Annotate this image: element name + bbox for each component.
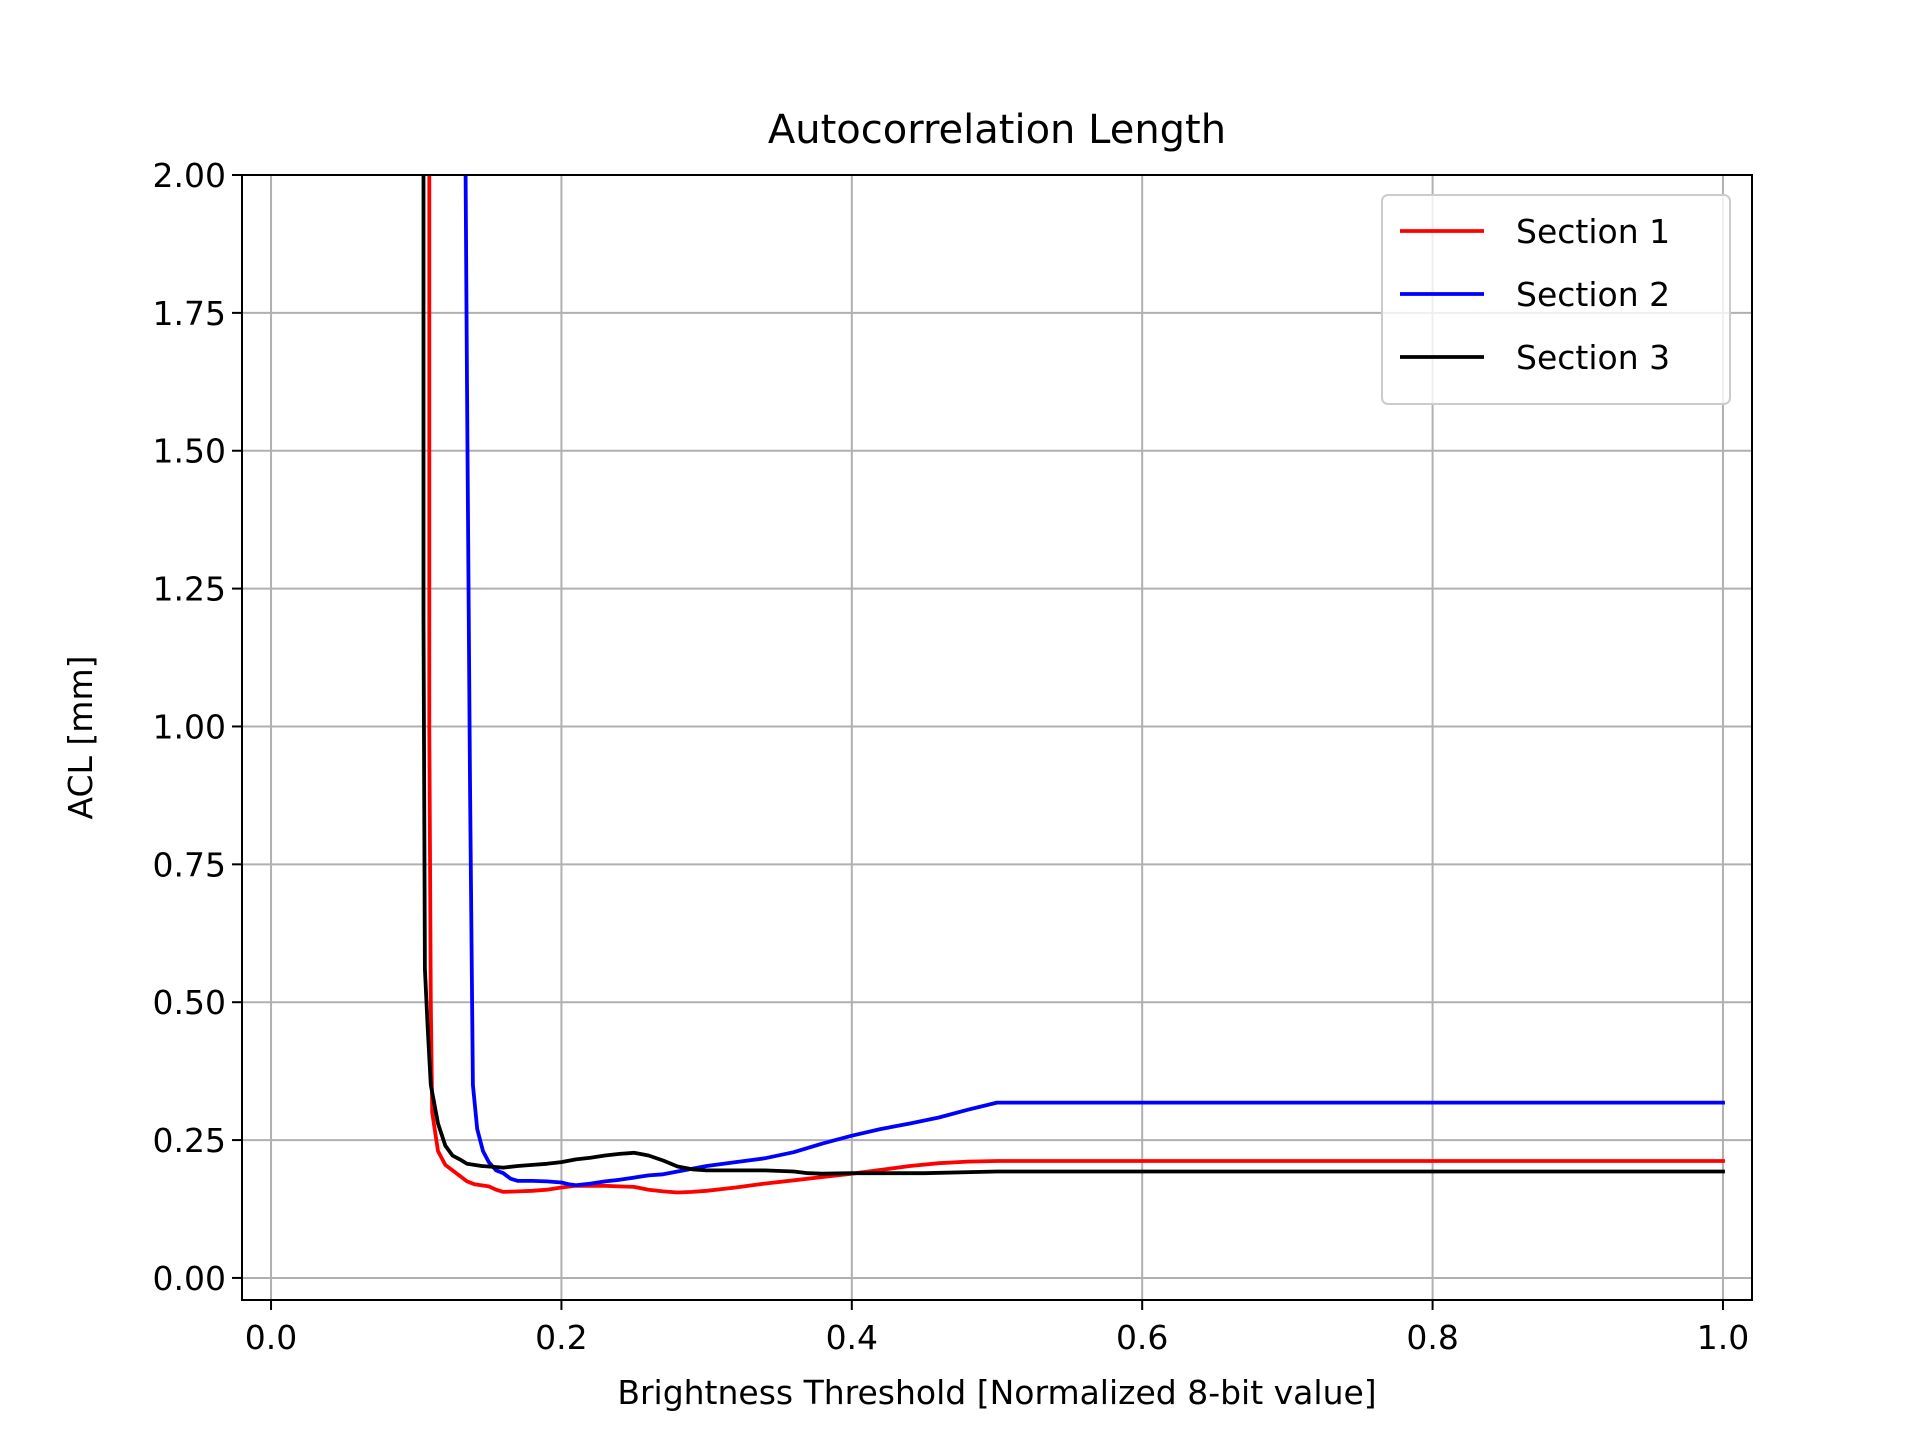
x-tick-label: 0.0 bbox=[245, 1318, 297, 1357]
legend-label: Section 1 bbox=[1516, 212, 1670, 251]
x-tick-label: 0.8 bbox=[1406, 1318, 1458, 1357]
y-tick-label: 0.50 bbox=[153, 983, 226, 1022]
legend: Section 1 Section 2 Section 3 bbox=[1381, 194, 1731, 405]
y-tick-label: 1.75 bbox=[153, 294, 226, 333]
y-tick-label: 0.25 bbox=[153, 1121, 226, 1160]
y-axis-label: ACL [mm] bbox=[61, 656, 100, 820]
plot-frame bbox=[241, 174, 1753, 1301]
legend-box bbox=[1381, 194, 1731, 405]
y-tick-label: 1.50 bbox=[153, 432, 226, 471]
y-tick-label: 1.00 bbox=[153, 707, 226, 746]
axis-ticks: 0.0 0.2 0.4 0.6 0.8 1.0 0.00 0.25 0.50 0.75 1.00 1.… bbox=[153, 156, 1750, 1357]
x-tick-label: 0.6 bbox=[1116, 1318, 1168, 1357]
x-axis-label: Brightness Threshold [Normalized 8-bit v… bbox=[617, 1373, 1376, 1412]
y-tick-label: 2.00 bbox=[153, 156, 226, 195]
x-tick-label: 0.4 bbox=[826, 1318, 878, 1357]
legend-label: Section 2 bbox=[1516, 275, 1670, 314]
y-tick-label: 0.00 bbox=[153, 1259, 226, 1298]
y-tick-label: 1.25 bbox=[153, 570, 226, 609]
chart-title: Autocorrelation Length bbox=[768, 107, 1226, 153]
x-tick-label: 1.0 bbox=[1697, 1318, 1749, 1357]
series-line-3 bbox=[421, 175, 1725, 1176]
series-line-1 bbox=[427, 175, 1725, 1195]
legend-label: Section 3 bbox=[1516, 338, 1670, 377]
y-tick-label: 0.75 bbox=[153, 845, 226, 884]
series-lines bbox=[421, 175, 1725, 1195]
x-tick-label: 0.2 bbox=[535, 1318, 587, 1357]
